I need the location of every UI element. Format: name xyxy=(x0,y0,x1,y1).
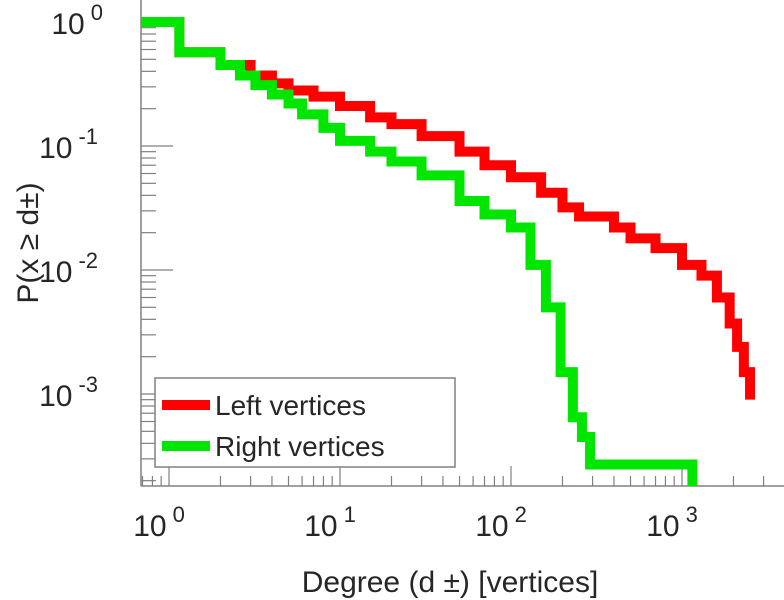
series-layer xyxy=(141,17,756,486)
y-tick-label: 10 0 xyxy=(51,0,103,41)
x-tick-label: 10 0 xyxy=(133,502,185,543)
y-tick-label: 10 -3 xyxy=(39,372,98,413)
y-tick-label: 10 -1 xyxy=(39,124,98,165)
x-axis-label: Degree (d ±) [vertices] xyxy=(302,566,599,599)
x-tick-label: 10 3 xyxy=(646,502,698,543)
series-line-left xyxy=(141,17,756,400)
y-axis-label: P(x ≥ d±) xyxy=(12,182,45,303)
legend-box xyxy=(154,377,456,468)
series-line-right xyxy=(141,17,698,486)
legend-label-left: Left vertices xyxy=(215,390,366,421)
legend: Left vertices Right vertices xyxy=(154,377,456,468)
x-tick-label: 10 2 xyxy=(475,502,527,543)
x-tick-label: 10 1 xyxy=(304,502,356,543)
axis-ticks xyxy=(141,21,765,486)
y-tick-label: 10 -2 xyxy=(39,248,98,289)
legend-label-right: Right vertices xyxy=(215,431,385,462)
